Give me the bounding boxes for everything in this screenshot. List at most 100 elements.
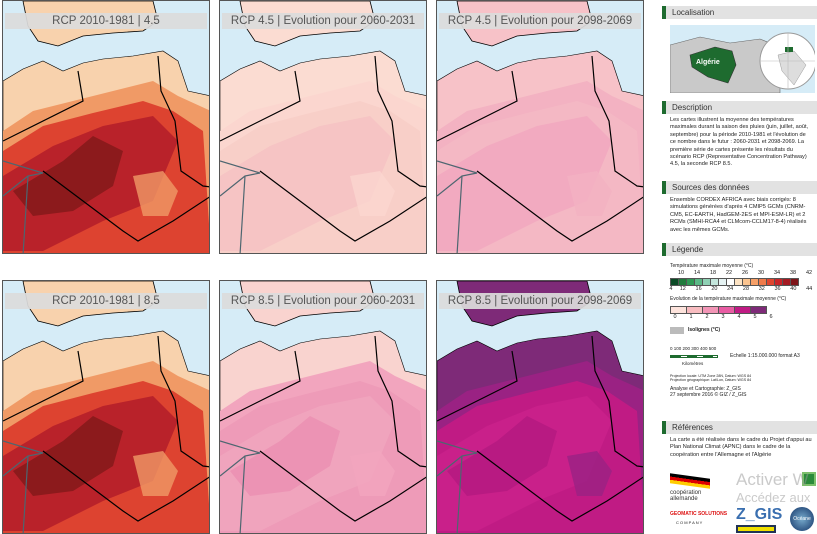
land-zone-6 — [133, 451, 178, 496]
neighbor-border — [3, 440, 44, 533]
tick-label: 0 — [673, 313, 677, 320]
oceane-logo: Océane — [790, 507, 814, 531]
color-swatch — [790, 277, 799, 286]
neighbor-border — [220, 440, 261, 533]
climate-map: RCP 8.5 | Evolution pour 2098-2069 — [436, 280, 644, 534]
scale-unit: Kilomètres — [682, 361, 704, 367]
tick-label: 30 — [757, 270, 765, 277]
map-title: RCP 4.5 | Evolution pour 2060-2031 — [222, 13, 424, 29]
tick-label: 12 — [679, 285, 686, 292]
ministry-logo — [802, 472, 816, 486]
projection-local: Projection locale: UTM Zone 28N, Datum: … — [670, 373, 752, 378]
temp-bottom-ticks: 4 12 16 20 24 28 32 36 40 44 — [667, 286, 817, 293]
tick-label: 20 — [711, 285, 718, 292]
scale-ticks: 0 100 200 300 400 500 — [670, 346, 717, 352]
watermark-line2: Accédez aux — [736, 490, 811, 505]
land-zone-6 — [350, 171, 395, 216]
description-section: Description Les cartes illustrent la moy… — [662, 101, 817, 169]
tick-label: 5 — [753, 313, 757, 320]
references-section: Références La carte a été réalisée dans … — [662, 421, 817, 459]
map-title: RCP 2010-1981 | 4.5 — [5, 13, 207, 29]
isoline-icon — [670, 327, 684, 335]
sources-section: Sources des données Ensemble CORDEX AFRI… — [662, 181, 817, 234]
tick-label: 16 — [695, 285, 702, 292]
neighbor-border — [220, 160, 261, 253]
country-border — [3, 335, 209, 522]
land-zone-5 — [447, 416, 557, 496]
neighbor-border — [437, 160, 478, 253]
tick-label: 6 — [769, 313, 773, 320]
color-swatch — [670, 305, 687, 314]
scale-bar — [670, 355, 718, 359]
tick-label: 38 — [789, 270, 797, 277]
tick-label: 28 — [742, 285, 750, 292]
section-header: Légende — [662, 243, 817, 256]
land-zone-6 — [133, 171, 178, 216]
neighbor-border — [437, 440, 478, 533]
land-zone-5 — [13, 136, 123, 216]
description-text: Les cartes illustrent la moyenne des tem… — [670, 117, 809, 168]
climate-map: RCP 4.5 | Evolution pour 2098-2069 — [436, 0, 644, 254]
tick-label: 36 — [774, 285, 781, 292]
tick-label: 22 — [725, 270, 733, 277]
isolines-label: Isolignes (°C) — [688, 327, 721, 334]
giz-logo-text: coopération allemande — [670, 490, 702, 502]
section-header: Sources des données — [662, 181, 817, 194]
tick-label: 34 — [773, 270, 781, 277]
tick-label: 18 — [709, 270, 717, 277]
section-header: Localisation — [662, 6, 817, 19]
country-label: Algérie — [696, 59, 720, 66]
temp-legend-label: Température maximale moyenne (°C) — [670, 263, 754, 269]
map-title: RCP 4.5 | Evolution pour 2098-2069 — [439, 13, 641, 29]
tick-label: 2 — [705, 313, 709, 320]
color-swatch — [718, 305, 735, 314]
tick-label: 42 — [805, 270, 813, 277]
tick-label: 26 — [741, 270, 749, 277]
color-swatch — [734, 305, 751, 314]
evo-color-ramp — [670, 305, 817, 314]
map-title: RCP 2010-1981 | 8.5 — [5, 293, 207, 309]
color-swatch — [750, 305, 767, 314]
tick-label: 14 — [693, 270, 701, 277]
projection-geo: Projection géographique: Lat/Lon, Datum:… — [670, 378, 752, 383]
references-text: La carte a été réalisée dans le cadre du… — [670, 437, 812, 458]
giz-flag-logo — [670, 473, 710, 489]
localisation-section: Localisation Algérie — [662, 6, 817, 93]
map-title: RCP 8.5 | Evolution pour 2060-2031 — [222, 293, 424, 309]
country-border — [220, 335, 426, 522]
tick-label: 10 — [677, 270, 685, 277]
country-border — [220, 55, 426, 242]
color-swatch — [686, 305, 703, 314]
tick-label: 4 — [669, 285, 673, 292]
date-credit: 27 septembre 2016 © GIZ / Z_GIS — [670, 391, 747, 398]
climate-map: RCP 2010-1981 | 8.5 — [2, 280, 210, 534]
tick-label: 44 — [806, 285, 813, 292]
tick-label: 3 — [721, 313, 725, 320]
scale-text: Echelle 1:15.000.000 format A3 — [730, 352, 800, 359]
section-header: Description — [662, 101, 817, 114]
analysis-credit: Analyse et Cartographie: Z_GIS — [670, 385, 741, 392]
tick-label: 40 — [790, 285, 797, 292]
legend-section: Légende Température maximale moyenne (°C… — [662, 243, 817, 398]
neighbor-border — [3, 160, 44, 253]
geomatic-logo: GEOMATIC SOLUTIONS — [670, 511, 728, 517]
tick-label: 24 — [727, 285, 734, 292]
color-swatch — [702, 305, 719, 314]
land-zone-6 — [567, 171, 612, 216]
evo-legend-label: Evolution de la température maximale moy… — [670, 296, 787, 303]
climate-map: RCP 8.5 | Evolution pour 2060-2031 — [219, 280, 427, 534]
temp-color-ramp — [670, 277, 817, 286]
evo-ticks: 0 1 2 3 4 5 6 — [667, 314, 817, 321]
country-border — [3, 55, 209, 242]
company-logo-text: C O M P A N Y — [676, 520, 703, 525]
land-zone-6 — [350, 451, 395, 496]
temp-top-ticks: 10 14 18 22 26 30 34 38 42 — [673, 270, 817, 277]
land-zone-6 — [567, 451, 612, 496]
zgis-logo: Z_GIS — [736, 506, 783, 523]
tick-label: 1 — [689, 313, 693, 320]
land-zone-5 — [230, 136, 340, 216]
land-zone-5 — [447, 136, 557, 216]
sources-text: Ensemble CORDEX AFRICA avec biais corrig… — [670, 197, 807, 233]
country-border — [437, 55, 643, 242]
tick-label: 4 — [737, 313, 741, 320]
